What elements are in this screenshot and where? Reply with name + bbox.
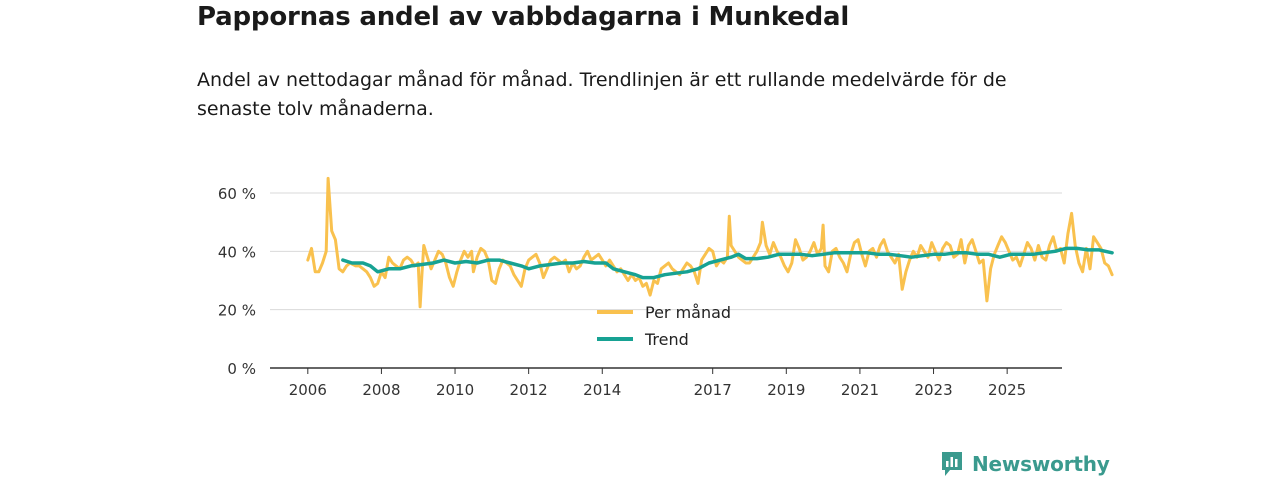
chart-title: Pappornas andel av vabbdagarna i Munkeda… xyxy=(197,2,850,32)
x-axis: 2006 2008 2010 2012 2014 2017 2019 2021 2023 2025 xyxy=(270,367,1062,399)
x-tick-label: 2021 xyxy=(841,381,879,399)
y-tick-label: 20 % xyxy=(218,302,256,320)
y-tick-label: 60 % xyxy=(218,185,256,203)
series-lines xyxy=(306,176,1114,309)
legend-label-per-manad: Per månad xyxy=(645,303,731,322)
chart-subtitle: Andel av nettodagar månad för månad. Tre… xyxy=(197,69,1007,120)
brand-logo: Newsworthy xyxy=(940,450,1110,478)
y-tick-label: 0 % xyxy=(227,360,256,378)
series-line-trend xyxy=(341,246,1114,280)
brand-name: Newsworthy xyxy=(972,452,1110,476)
y-axis: 0 % 20 % 40 % 60 % xyxy=(218,185,256,378)
x-tick-label: 2025 xyxy=(988,381,1026,399)
x-tick-label: 2017 xyxy=(694,381,732,399)
x-tick-label: 2010 xyxy=(436,381,474,399)
x-tick-label: 2008 xyxy=(362,381,400,399)
x-tick-label: 2023 xyxy=(914,381,952,399)
y-tick-label: 40 % xyxy=(218,243,256,261)
series-line-per-manad xyxy=(306,176,1114,309)
x-tick-label: 2006 xyxy=(289,381,327,399)
legend-label-trend: Trend xyxy=(644,330,689,349)
x-tick-label: 2019 xyxy=(767,381,805,399)
legend: Per månad Trend xyxy=(597,303,731,349)
newsworthy-logo-icon xyxy=(942,452,962,476)
x-tick-label: 2012 xyxy=(510,381,548,399)
x-tick-label: 2014 xyxy=(583,381,621,399)
